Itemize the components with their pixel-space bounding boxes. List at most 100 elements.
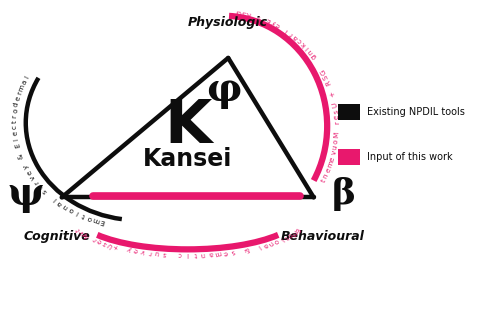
Text: e: e	[26, 168, 33, 175]
Text: Existing NPDIL tools: Existing NPDIL tools	[367, 107, 465, 117]
Text: c: c	[12, 125, 18, 130]
Text: e: e	[133, 247, 139, 254]
Text: a: a	[261, 241, 269, 248]
Text: e: e	[15, 96, 21, 102]
Text: v: v	[331, 150, 337, 156]
Text: r: r	[91, 236, 98, 242]
Text: i: i	[278, 236, 284, 242]
Text: Input of this work: Input of this work	[367, 152, 453, 162]
Text: y: y	[270, 19, 277, 26]
Text: t: t	[320, 178, 327, 184]
Text: g: g	[310, 52, 318, 60]
Text: o: o	[87, 214, 93, 221]
Text: l: l	[13, 138, 19, 141]
Text: v: v	[29, 174, 36, 180]
Text: φ: φ	[206, 71, 242, 109]
Text: &: &	[17, 152, 25, 159]
Text: e: e	[333, 115, 340, 119]
Text: t: t	[81, 212, 86, 219]
Text: R: R	[245, 10, 252, 17]
Text: n: n	[200, 251, 206, 257]
Text: t: t	[282, 234, 289, 240]
Text: o: o	[333, 139, 339, 144]
Text: s: s	[163, 250, 167, 257]
Text: R: R	[325, 79, 332, 85]
Text: n: n	[62, 203, 69, 210]
Text: e: e	[222, 249, 228, 256]
Text: M: M	[82, 231, 90, 239]
Bar	[338, 149, 360, 165]
Text: e: e	[274, 21, 282, 29]
Text: e: e	[325, 167, 332, 173]
Text: Behavioural: Behavioural	[281, 230, 364, 243]
Text: ψ: ψ	[7, 175, 44, 213]
Text: G: G	[235, 9, 242, 15]
Text: S: S	[241, 9, 246, 16]
Text: y: y	[23, 163, 30, 170]
Text: s: s	[333, 109, 339, 113]
Text: u: u	[332, 144, 338, 150]
Text: t: t	[76, 228, 82, 232]
Text: E: E	[14, 142, 21, 148]
Text: K: K	[164, 97, 212, 155]
Text: n: n	[267, 239, 274, 247]
Text: T: T	[284, 27, 290, 34]
Text: Kansei: Kansei	[143, 147, 232, 171]
Text: l: l	[24, 75, 30, 79]
Text: d: d	[13, 102, 20, 107]
Text: r: r	[16, 91, 23, 95]
Text: E: E	[100, 218, 106, 225]
Text: m: m	[214, 249, 222, 257]
Text: s: s	[101, 239, 108, 246]
Text: k: k	[300, 41, 307, 48]
Text: Cognitive: Cognitive	[24, 230, 91, 243]
Text: c: c	[296, 37, 303, 44]
Text: v: v	[140, 248, 146, 255]
Text: e: e	[96, 237, 103, 245]
Text: e: e	[12, 131, 18, 136]
Text: r: r	[33, 179, 40, 184]
Text: +: +	[255, 13, 263, 20]
Text: m: m	[18, 83, 26, 92]
Text: r: r	[12, 114, 18, 117]
Text: v: v	[78, 229, 86, 236]
Text: &: &	[242, 245, 250, 253]
Text: u: u	[37, 182, 45, 190]
Text: +: +	[112, 242, 121, 250]
Text: n: n	[307, 49, 314, 56]
Text: r: r	[288, 30, 294, 37]
Text: a: a	[21, 79, 28, 85]
Text: M: M	[333, 132, 340, 139]
Text: i: i	[75, 210, 80, 216]
Text: u: u	[155, 249, 160, 256]
Text: i: i	[187, 251, 189, 257]
Text: a: a	[57, 199, 64, 207]
Text: m: m	[289, 228, 298, 237]
Text: y: y	[126, 246, 132, 252]
Text: i: i	[304, 45, 310, 51]
Text: r: r	[334, 121, 340, 125]
Text: β: β	[332, 177, 356, 211]
Text: m: m	[327, 160, 334, 169]
Text: o: o	[12, 108, 19, 113]
Text: r: r	[148, 249, 152, 255]
Text: o: o	[272, 237, 280, 245]
Text: s: s	[230, 248, 235, 255]
Text: l: l	[257, 243, 261, 249]
Text: l: l	[52, 196, 58, 202]
Text: S: S	[322, 73, 330, 80]
Text: E: E	[293, 227, 301, 233]
Text: o: o	[286, 231, 293, 238]
Text: m: m	[92, 216, 101, 224]
Text: n: n	[322, 172, 330, 179]
Text: a: a	[292, 33, 299, 41]
Text: o: o	[68, 206, 75, 214]
Text: G: G	[319, 67, 327, 75]
Text: e: e	[329, 156, 336, 162]
Text: U: U	[332, 102, 339, 108]
Text: s: s	[42, 187, 49, 194]
Text: E: E	[265, 16, 272, 24]
Text: +: +	[329, 89, 336, 97]
Text: t: t	[194, 251, 197, 257]
Text: U: U	[106, 241, 114, 248]
